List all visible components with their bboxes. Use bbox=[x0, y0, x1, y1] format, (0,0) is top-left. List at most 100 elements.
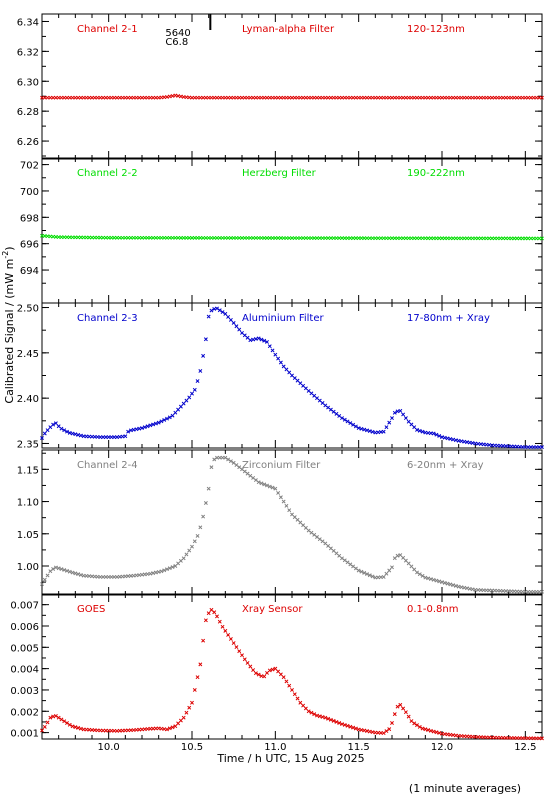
data-point bbox=[406, 561, 411, 566]
data-point bbox=[403, 416, 408, 421]
data-point bbox=[262, 674, 267, 679]
data-point bbox=[176, 407, 181, 412]
data-point bbox=[437, 731, 442, 735]
data-point bbox=[387, 727, 392, 732]
data-point bbox=[459, 585, 464, 590]
data-point bbox=[423, 727, 428, 732]
data-point bbox=[170, 565, 175, 570]
data-point bbox=[456, 584, 461, 589]
data-point bbox=[192, 688, 197, 692]
data-point bbox=[287, 683, 292, 688]
data-point bbox=[412, 567, 417, 572]
y-tick-label: 2.45 bbox=[17, 349, 39, 360]
data-point bbox=[223, 455, 228, 460]
data-point bbox=[340, 722, 344, 727]
data-point bbox=[273, 486, 278, 491]
y-tick-label: 2.35 bbox=[17, 439, 39, 450]
data-point bbox=[284, 503, 289, 508]
data-point bbox=[42, 431, 47, 436]
panel-2: 694 696 698 700 702 Channel 2-2 Herzberg Filte… bbox=[20, 157, 544, 304]
panel-frame bbox=[41, 13, 543, 160]
panel-frame bbox=[41, 449, 543, 596]
data-point bbox=[390, 565, 394, 570]
data-point bbox=[265, 483, 269, 488]
data-point bbox=[326, 716, 331, 721]
data-point bbox=[190, 700, 194, 705]
data-point bbox=[123, 434, 128, 439]
data-point bbox=[420, 429, 425, 434]
data-point bbox=[390, 721, 394, 725]
data-point bbox=[262, 482, 267, 487]
data-point bbox=[284, 679, 289, 684]
data-point bbox=[226, 457, 231, 462]
data-point bbox=[176, 561, 181, 566]
data-point bbox=[317, 714, 322, 719]
series-2 bbox=[40, 233, 544, 241]
flare-marker: 5640 C6.8 bbox=[165, 14, 212, 48]
data-point bbox=[401, 555, 406, 560]
data-point bbox=[340, 416, 344, 421]
data-point bbox=[301, 703, 306, 708]
data-point bbox=[401, 412, 406, 417]
data-point bbox=[156, 569, 161, 574]
data-point bbox=[370, 574, 375, 579]
data-point bbox=[281, 364, 286, 369]
data-point bbox=[273, 352, 278, 357]
x-tick-label: 12.0 bbox=[431, 742, 453, 753]
data-point bbox=[434, 578, 439, 583]
y-tick-label: 0.007 bbox=[10, 601, 39, 612]
data-point bbox=[226, 314, 231, 319]
data-point bbox=[237, 327, 242, 332]
data-point bbox=[292, 376, 297, 381]
data-point bbox=[365, 572, 369, 577]
data-point bbox=[284, 367, 289, 372]
data-point bbox=[298, 700, 303, 705]
y-tick-label: 1.15 bbox=[17, 465, 39, 476]
data-point bbox=[281, 675, 286, 680]
data-point bbox=[309, 710, 314, 715]
data-point bbox=[128, 428, 133, 433]
data-point bbox=[51, 714, 56, 719]
data-point bbox=[173, 410, 178, 415]
data-point bbox=[228, 637, 233, 641]
data-point bbox=[345, 723, 350, 728]
data-point bbox=[217, 619, 222, 624]
data-point bbox=[387, 568, 392, 573]
data-point bbox=[73, 571, 78, 576]
data-point bbox=[362, 427, 367, 432]
data-point bbox=[384, 571, 389, 576]
data-point bbox=[295, 696, 300, 701]
data-point bbox=[228, 317, 233, 322]
band-label: 190-222nm bbox=[407, 168, 465, 179]
filter-label: Lyman-alpha Filter bbox=[242, 24, 335, 35]
channel-label: Channel 2-2 bbox=[77, 168, 138, 179]
data-point bbox=[417, 724, 422, 729]
chart-panels: 6.26 6.28 6.30 6.32 6.34 Channel 2-1 Lyman-alp… bbox=[10, 13, 544, 753]
band-label: 120-123nm bbox=[407, 24, 465, 35]
data-point bbox=[187, 395, 192, 400]
data-point bbox=[156, 420, 161, 425]
data-point bbox=[365, 428, 369, 433]
data-point bbox=[198, 662, 203, 667]
data-point bbox=[301, 523, 306, 528]
y-tick-label: 6.30 bbox=[17, 77, 39, 88]
data-point bbox=[48, 715, 53, 720]
data-point bbox=[540, 589, 544, 594]
data-point bbox=[70, 724, 75, 729]
y-tick-label: 694 bbox=[20, 266, 39, 277]
data-point bbox=[448, 582, 453, 587]
data-point bbox=[445, 436, 450, 441]
data-point bbox=[270, 667, 275, 672]
data-point bbox=[251, 668, 256, 673]
data-point bbox=[173, 724, 178, 729]
data-point bbox=[195, 379, 200, 383]
y-tick-label: 6.32 bbox=[17, 47, 39, 58]
data-point bbox=[231, 641, 236, 645]
data-point bbox=[184, 398, 189, 403]
data-point bbox=[170, 94, 175, 98]
filter-label: Herzberg Filter bbox=[242, 168, 317, 179]
data-point bbox=[56, 715, 61, 720]
data-point bbox=[42, 577, 47, 582]
y-tick-label: 6.26 bbox=[17, 137, 39, 148]
data-point bbox=[370, 730, 375, 735]
